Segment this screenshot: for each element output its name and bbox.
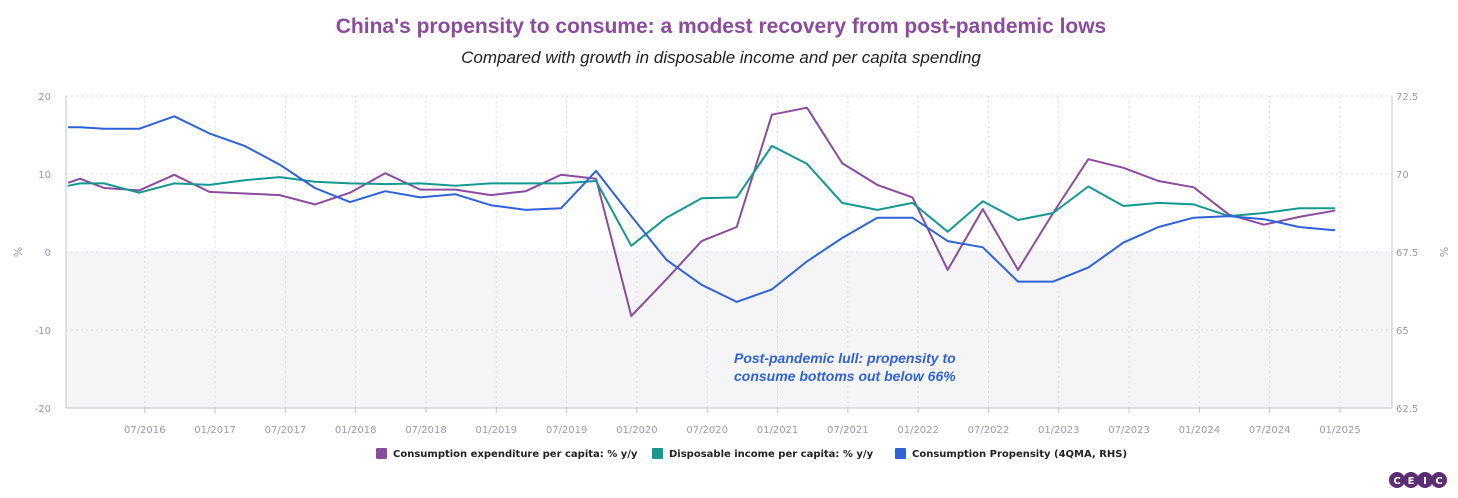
logo-letter: I: [1423, 476, 1427, 487]
axes: [65, 96, 1393, 409]
x-tick-label: 01/2017: [194, 425, 236, 436]
grid-lines: [66, 95, 1392, 408]
x-tick-label: 01/2018: [335, 425, 377, 436]
negative-region: [66, 252, 1392, 408]
x-tick-label: 01/2019: [476, 425, 518, 436]
logo-circle: [1417, 472, 1433, 488]
y-tick-right-label: 70: [1396, 170, 1409, 181]
legend-swatch-disposable-income[interactable]: [652, 448, 663, 459]
series-line-2[interactable]: [67, 115, 1336, 303]
x-tick-label: 07/2023: [1108, 425, 1150, 436]
logo-letter: C: [1435, 476, 1442, 487]
y-tick-left-label: -10: [35, 326, 51, 337]
y-tick-right-label: 62.5: [1396, 404, 1418, 415]
legend-label-disposable-income[interactable]: Disposable income per capita: % y/y: [669, 449, 874, 460]
x-tick-label: 07/2022: [968, 425, 1010, 436]
logo-circle: [1389, 472, 1405, 488]
annotation-line-2: consume bottoms out below 66%: [734, 368, 956, 384]
x-tick-label: 01/2025: [1319, 425, 1361, 436]
x-tick-label: 01/2022: [897, 425, 939, 436]
x-tick-label: 07/2017: [265, 425, 307, 436]
legend-label-consumption-propensity[interactable]: Consumption Propensity (4QMA, RHS): [912, 449, 1127, 460]
x-tick-label: 07/2020: [686, 425, 728, 436]
logo-circle: [1431, 472, 1447, 488]
series-line-1[interactable]: [67, 144, 1336, 247]
y-axis-left-ticks: 20 10 0 -10 -20: [35, 92, 51, 415]
x-tick-label: 07/2018: [405, 425, 447, 436]
chart-title: China's propensity to consume: a modest …: [336, 15, 1107, 38]
y-tick-left-label: 10: [38, 170, 51, 181]
series-line-0[interactable]: [67, 106, 1336, 317]
x-tick-label: 07/2021: [827, 425, 869, 436]
chart-subtitle: Compared with growth in disposable incom…: [461, 48, 981, 67]
y-axis-left-unit: %: [12, 247, 25, 257]
x-tick-label: 07/2016: [124, 425, 166, 436]
x-tick-label: 07/2019: [546, 425, 588, 436]
legend-swatch-consumption-expenditure[interactable]: [376, 448, 387, 459]
legend-label-consumption-expenditure[interactable]: Consumption expenditure per capita: % y/…: [393, 449, 638, 460]
y-tick-right-label: 72.5: [1396, 92, 1418, 103]
x-tick-label: 01/2024: [1179, 425, 1221, 436]
y-axis-right-ticks: 72.5 70 67.5 65 62.5: [1396, 92, 1418, 415]
series-lines: [67, 106, 1336, 317]
plot-background: [66, 252, 1392, 408]
legend-swatch-consumption-propensity[interactable]: [895, 448, 906, 459]
logo-circle: [1403, 472, 1419, 488]
logo-letter: E: [1408, 476, 1415, 487]
x-axis-ticks: 07/2016 01/2017 07/2017 01/2018 07/2018 01/20…: [124, 408, 1361, 436]
legend: Consumption expenditure per capita: % y/…: [376, 448, 1127, 460]
x-tick-label: 01/2023: [1038, 425, 1080, 436]
y-tick-right-label: 67.5: [1396, 248, 1418, 259]
logo-letter: C: [1393, 476, 1400, 487]
y-tick-right-label: 65: [1396, 326, 1409, 337]
annotation-line-1: Post-pandemic lull: propensity to: [734, 350, 956, 366]
x-tick-label: 01/2020: [616, 425, 658, 436]
annotation: Post-pandemic lull: propensity to consum…: [734, 350, 956, 384]
y-axis-right-unit: %: [1437, 247, 1450, 257]
x-tick-label: 01/2021: [757, 425, 799, 436]
y-tick-left-label: 0: [45, 248, 51, 259]
y-tick-left-label: -20: [35, 404, 51, 415]
y-tick-left-label: 20: [38, 92, 51, 103]
x-tick-label: 07/2024: [1249, 425, 1291, 436]
